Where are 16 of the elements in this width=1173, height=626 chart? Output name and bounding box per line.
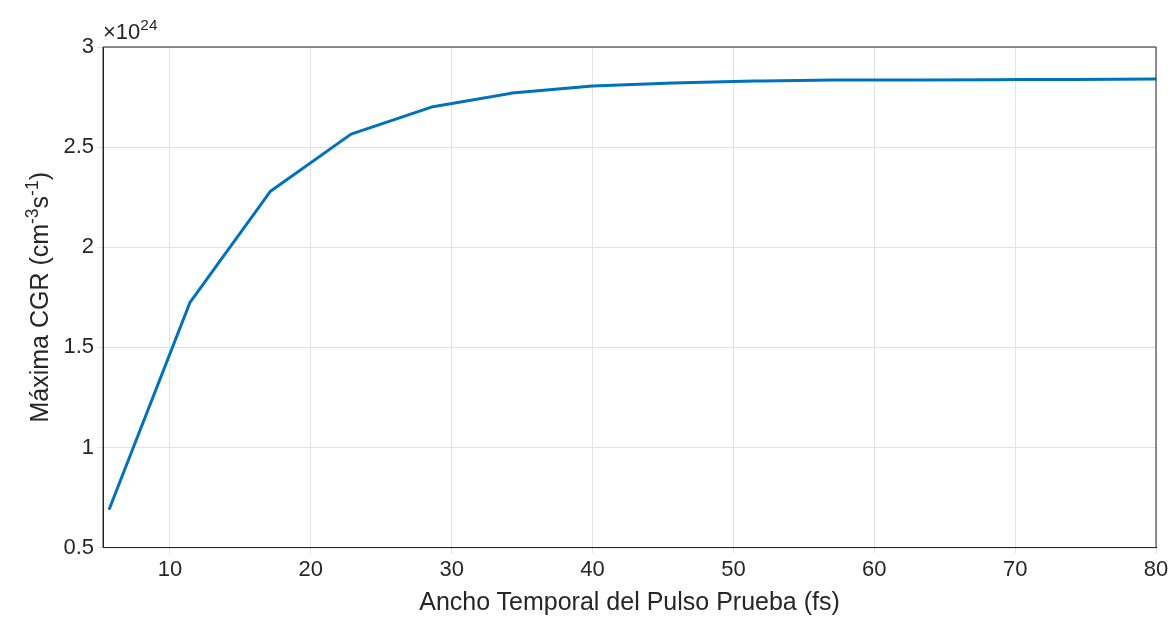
x-tick-label: 60 xyxy=(862,555,887,581)
x-tick-label: 10 xyxy=(157,555,183,581)
x-tick-label: 20 xyxy=(298,555,324,581)
y-tick-label: 1.5 xyxy=(63,333,94,359)
x-tick-label: 40 xyxy=(580,555,605,581)
y-tick-label: 2 xyxy=(81,233,94,259)
y-tick-label: 3 xyxy=(81,33,94,59)
y-axis-title: Máxima CGR (cm-3s-1) xyxy=(22,172,53,423)
y-tick-label: 0.5 xyxy=(63,533,94,559)
x-tick-label: 50 xyxy=(721,555,746,581)
y-tick-label: 2.5 xyxy=(63,133,94,159)
x-axis-title: Ancho Temporal del Pulso Prueba (fs) xyxy=(419,586,840,615)
x-tick-label: 30 xyxy=(439,555,464,581)
x-tick-label: 80 xyxy=(1143,555,1169,581)
x-tick-label: 70 xyxy=(1002,555,1028,581)
y-tick-label: 1 xyxy=(81,433,94,459)
